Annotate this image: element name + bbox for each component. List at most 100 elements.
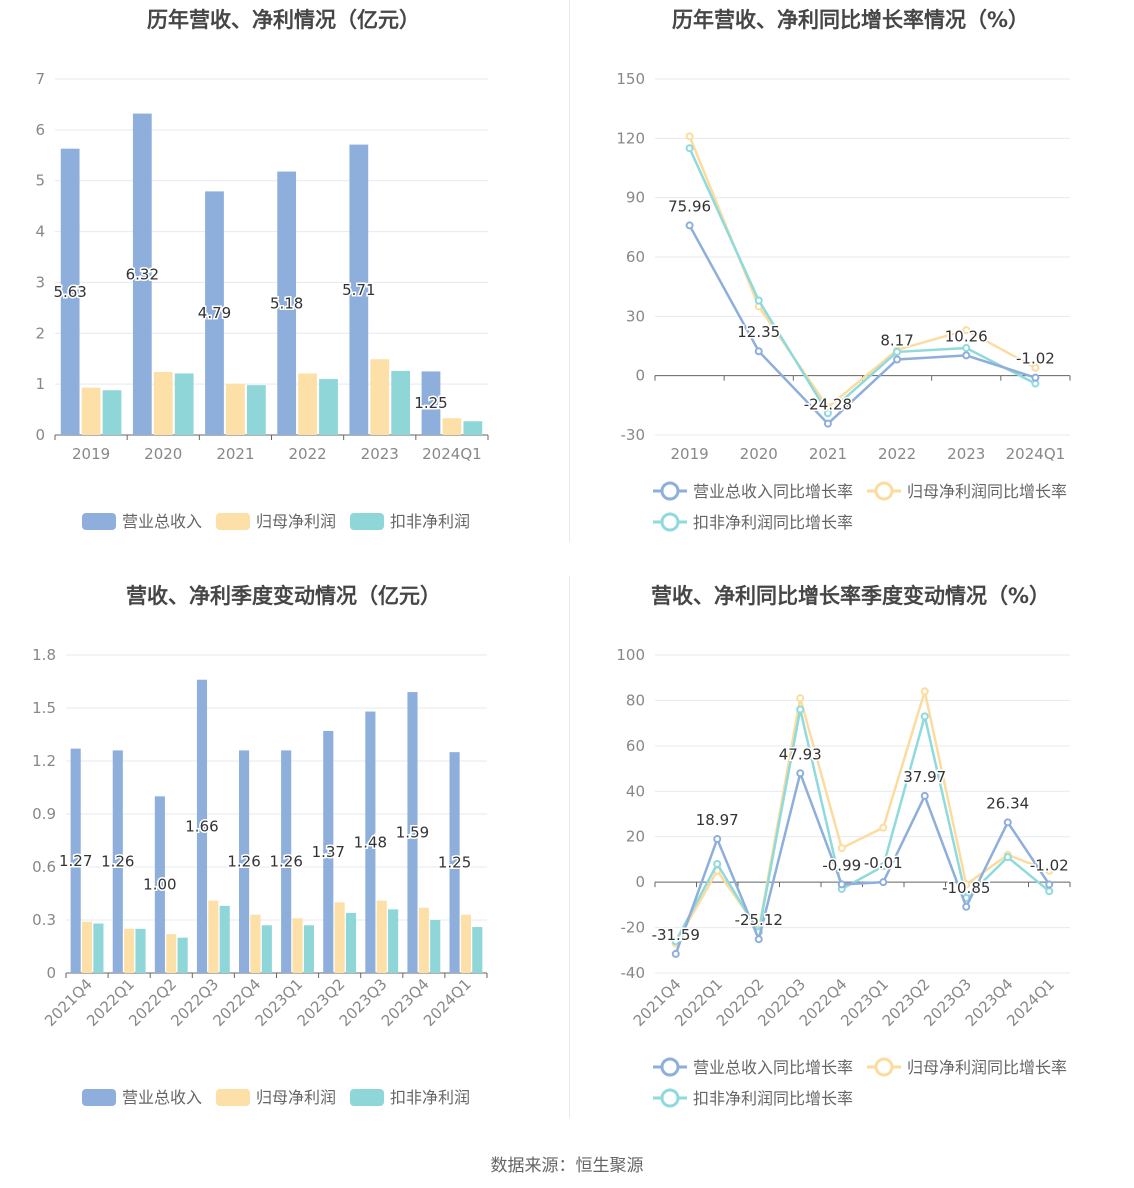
bar <box>93 923 104 973</box>
bar <box>219 905 230 973</box>
y-tick-label: 5 <box>35 172 45 190</box>
data-label: 1.26 <box>269 853 302 871</box>
bar <box>174 373 194 435</box>
data-label: 8.17 <box>880 332 913 350</box>
data-point <box>893 347 902 356</box>
bar <box>391 370 411 435</box>
bar <box>319 379 338 435</box>
data-point <box>879 862 888 871</box>
data-point <box>823 419 832 428</box>
chart-title: 营收、净利同比增长率季度变动情况（%） <box>650 584 1051 608</box>
data-label: 6.32 <box>126 265 159 283</box>
bar <box>154 796 165 973</box>
series-line <box>688 147 1036 416</box>
y-tick-label: 60 <box>626 737 645 755</box>
bar <box>208 900 219 973</box>
data-point <box>823 409 832 418</box>
chart-title: 营收、净利季度变动情况（亿元） <box>126 584 441 608</box>
bar <box>388 909 399 973</box>
data-label: 1.59 <box>396 824 429 842</box>
data-label: 18.97 <box>696 811 739 829</box>
legend-label: 营业总收入同比增长率 <box>693 1058 853 1077</box>
y-tick-label: 40 <box>626 782 645 800</box>
data-point <box>879 878 888 887</box>
data-point <box>962 902 971 911</box>
bar <box>281 750 292 973</box>
quarter-line-panel: 营收、净利同比增长率季度变动情况（%） -40 -20 0 20 40 60 80 100 20… <box>567 576 1134 1136</box>
bar <box>430 920 441 973</box>
data-point <box>1031 363 1040 372</box>
data-label: 1.26 <box>101 853 134 871</box>
data-label: -0.01 <box>864 854 903 872</box>
x-tick-label: 2022 <box>878 445 916 463</box>
bar <box>81 921 93 973</box>
legend-label: 营业总收入同比增长率 <box>693 482 853 501</box>
y-tick-label: 7 <box>35 70 45 88</box>
data-point <box>754 935 763 944</box>
bar <box>166 934 177 973</box>
data-label: 1.27 <box>59 852 92 870</box>
x-tick-label: 2021 <box>809 445 847 463</box>
data-label: 1.66 <box>185 817 218 835</box>
data-label: 1.48 <box>354 833 387 851</box>
series-line <box>674 769 1051 955</box>
legend-label: 归母净利润 <box>256 512 336 531</box>
y-tick-label: 1.8 <box>32 646 56 664</box>
annual-line-panel: 历年营收、净利同比增长率情况（%） -30 0 30 60 90 120 150 2019 20… <box>567 0 1134 560</box>
legend-label: 归母净利润同比增长率 <box>907 482 1067 501</box>
bar <box>418 907 429 973</box>
y-tick-label: 6 <box>35 121 45 139</box>
series-line <box>688 135 1037 410</box>
y-tick-label: -20 <box>621 919 646 937</box>
y-tick-label: -30 <box>621 426 646 444</box>
x-tick-label: 2023 <box>361 445 399 463</box>
legend-marker <box>660 512 680 532</box>
y-tick-label: 20 <box>626 828 645 846</box>
legend-swatch <box>216 1089 250 1106</box>
bar <box>334 902 345 973</box>
data-point <box>713 859 722 868</box>
data-point <box>754 347 763 356</box>
y-tick-label: 3 <box>35 273 45 291</box>
data-point <box>685 132 694 141</box>
x-tick-label: 2019 <box>670 445 708 463</box>
data-label: 75.96 <box>668 197 711 215</box>
y-tick-label: 2 <box>35 324 45 342</box>
bar <box>365 711 376 973</box>
bar <box>81 387 101 435</box>
data-point <box>920 687 929 696</box>
legend-label: 归母净利润 <box>256 1088 336 1107</box>
annual-bar-panel: 历年营收、净利情况（亿元） 0 1 2 3 4 5 6 7 2019 2020 2021 2022 20… <box>0 0 567 560</box>
data-point <box>837 844 846 853</box>
data-point <box>796 694 805 703</box>
legend-label: 扣非净利润同比增长率 <box>693 513 853 532</box>
bar <box>421 371 441 435</box>
data-label: 5.71 <box>342 281 375 299</box>
y-tick-label: 1.5 <box>32 699 56 717</box>
data-source: 数据来源：恒生聚源 <box>490 1156 644 1176</box>
bar <box>463 421 483 435</box>
y-tick-label: 0.9 <box>32 805 56 823</box>
bar <box>226 383 245 435</box>
data-point <box>962 326 971 335</box>
data-label: 5.63 <box>53 283 86 301</box>
data-label: 1.37 <box>312 843 345 861</box>
y-tick-label: 30 <box>626 307 645 325</box>
legend-marker <box>660 1057 680 1077</box>
data-point <box>671 937 680 946</box>
y-tick-label: 90 <box>626 189 645 207</box>
chart-title: 历年营收、净利情况（亿元） <box>147 8 420 32</box>
series-line <box>688 224 1036 426</box>
quarterly-revenue-profit-chart: 00.30.60.91.21.51.82021Q42022Q12022Q2202… <box>32 646 488 1107</box>
y-tick-label: 100 <box>616 646 645 664</box>
bar <box>261 925 272 973</box>
data-point <box>685 144 694 153</box>
data-point <box>796 705 805 714</box>
legend-swatch <box>216 513 250 530</box>
data-label: -25.12 <box>735 911 783 929</box>
bar <box>135 928 146 973</box>
data-point <box>962 343 971 352</box>
data-point <box>1003 818 1012 827</box>
bar <box>124 928 135 973</box>
y-tick-label: 0 <box>46 964 56 982</box>
